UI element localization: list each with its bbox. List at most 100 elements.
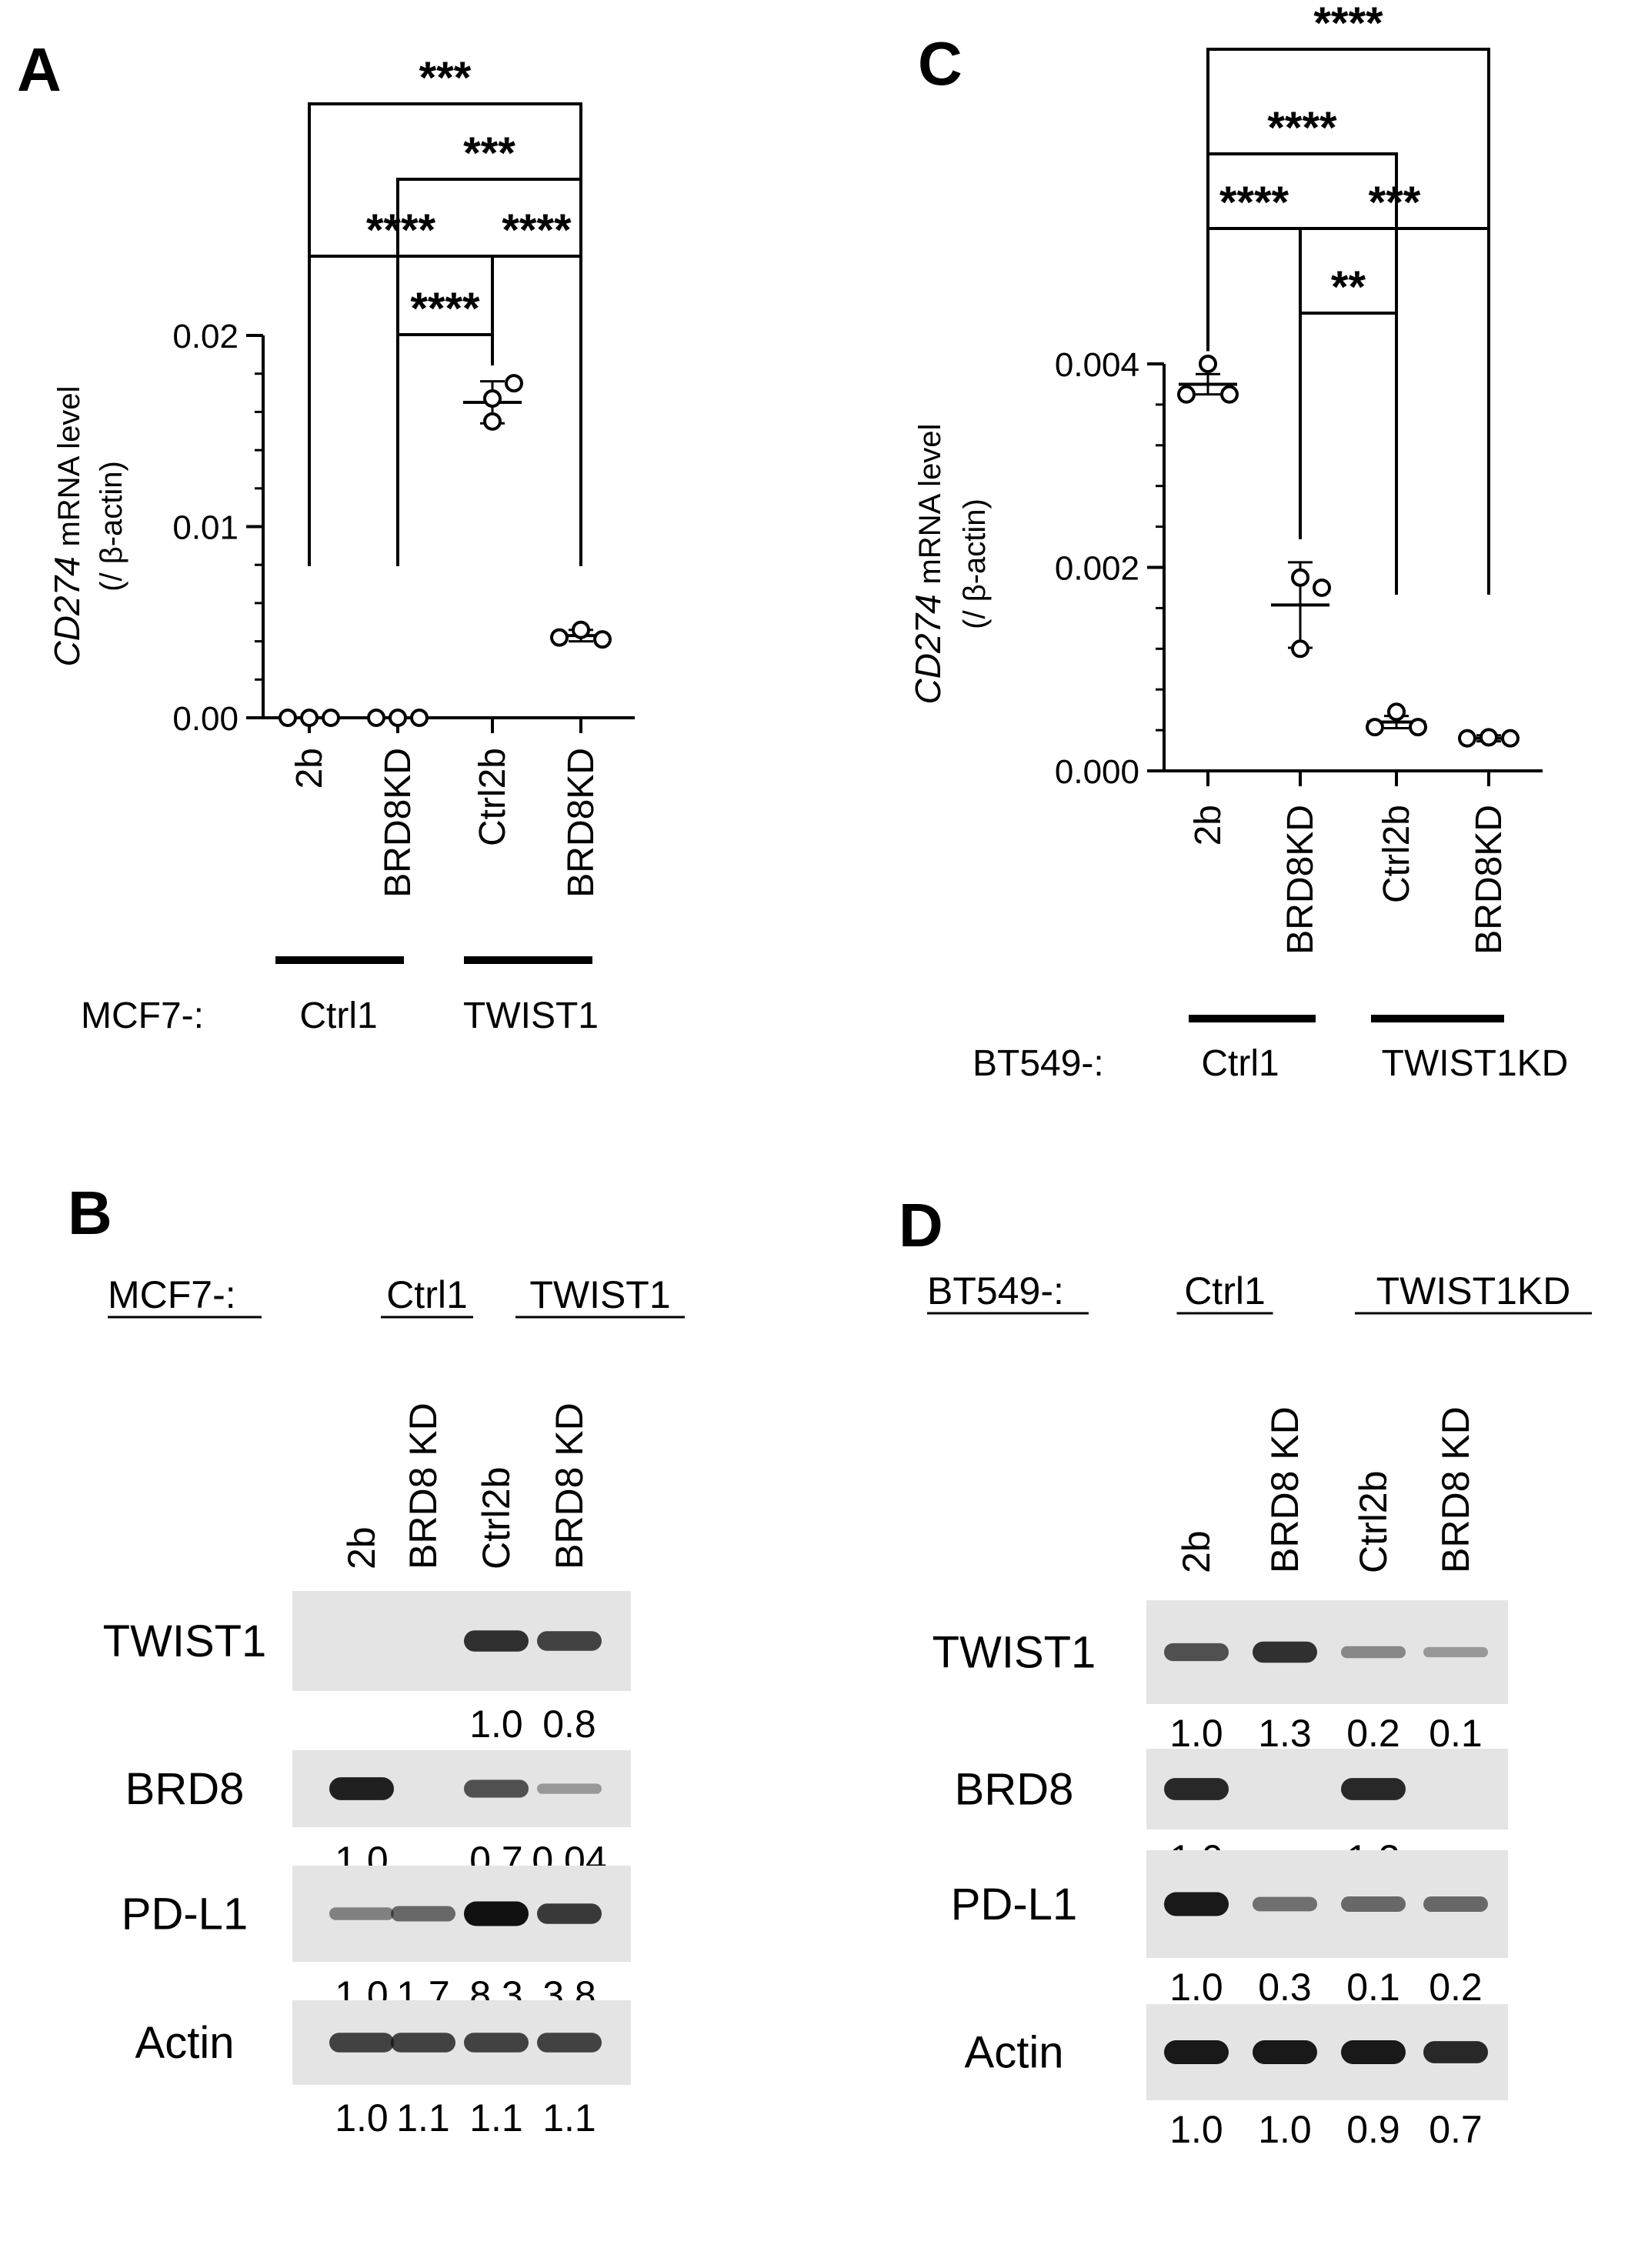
panel-c-category-label: BRD8KD	[1469, 805, 1510, 955]
panel-d-blot-band	[1341, 1896, 1406, 1912]
panel-c-data-point	[1177, 385, 1196, 404]
panel-c-significance-stars: ***	[1369, 178, 1421, 228]
panel-a-y-axis-label: CD274 mRNA level	[47, 386, 87, 667]
panel-c-data-point	[1501, 729, 1520, 748]
panel-a-significance-stars: ****	[410, 284, 480, 334]
panel-a-category-label: BRD8KD	[378, 748, 419, 898]
panel-a-significance-stars: ***	[463, 128, 515, 178]
panel-b-blot-row	[292, 1866, 631, 1962]
panel-c-y-axis-label-line2: (/ β-actin)	[958, 499, 992, 629]
panel-c-significance-stars: **	[1331, 262, 1366, 312]
panel-b-protein-label: Actin	[135, 2018, 235, 2068]
panel-c-data-point	[1409, 718, 1427, 737]
panel-a-y-tick-label: 0.00	[172, 700, 239, 738]
panel-d-quant-value: 0.2	[1429, 1966, 1483, 2009]
panel-a-data-point	[483, 412, 502, 431]
panel-a-y-tick-label: 0.01	[172, 509, 239, 547]
panel-d-quant-value: 0.1	[1429, 1712, 1483, 1755]
panel-c-data-point	[1291, 639, 1309, 659]
panel-d-blot-band	[1423, 1896, 1488, 1912]
panel-d-lane-label: BRD8 KD	[1434, 1406, 1477, 1573]
panel-c-category-label: Ctrl2b	[1376, 805, 1417, 903]
panel-d-group-header: TWIST1KD	[1376, 1269, 1571, 1312]
panel-a-data-point	[322, 709, 340, 727]
panel-b-blot-band	[329, 1907, 394, 1920]
panel-a-group-label: TWIST1	[463, 996, 599, 1036]
panel-a-significance-stars: ***	[419, 53, 472, 103]
panel-c-y-axis-label: CD274 mRNA level	[908, 424, 948, 705]
panel-c-data-point	[1199, 355, 1217, 373]
panel-d-quant-value: 1.0	[1169, 1966, 1223, 2009]
panel-d-quant-value: 1.3	[1258, 1712, 1312, 1755]
panel-c-y-tick-label: 0.002	[1055, 550, 1139, 588]
panel-b-blot-band	[329, 2033, 394, 2053]
panel-c-group-label: Ctrl1	[1201, 1043, 1279, 1084]
panel-b-blot-band	[537, 2033, 602, 2053]
panel-d-lane-label: Ctrl2b	[1352, 1471, 1395, 1573]
panel-c-y-tick-label: 0.004	[1055, 346, 1139, 384]
panel-d-quant-value: 0.7	[1429, 2108, 1483, 2151]
panel-c-data-point	[1366, 718, 1384, 737]
panel-d-quant-value: 1.0	[1258, 2108, 1312, 2151]
panel-d-cell-line-prefix: BT549-:	[927, 1269, 1064, 1312]
panel-b-lane-label: BRD8 KD	[548, 1402, 591, 1569]
panel-b-protein-label: PD-L1	[122, 1889, 248, 1939]
panel-c-data-point	[1480, 728, 1498, 747]
panel-d-blot-band	[1164, 1643, 1229, 1662]
panel-d-lane-label: 2b	[1175, 1530, 1218, 1573]
panel-b-lane-label: BRD8 KD	[402, 1402, 445, 1569]
panel-c-data-point	[1291, 568, 1309, 587]
panel-d-blot-band	[1341, 1646, 1406, 1659]
panel-d-blot-band	[1164, 1778, 1229, 1800]
panel-d-quant-value: 0.1	[1346, 1966, 1400, 2009]
panel-c-group-prefix: BT549-:	[972, 1043, 1104, 1084]
panel-d-blot-band	[1341, 1778, 1406, 1800]
panel-b-blot-band	[391, 2033, 455, 2053]
panel-c-y-tick-label: 0.000	[1055, 753, 1139, 791]
panel-d-blot-row	[1146, 1749, 1508, 1829]
panel-b-group-header: TWIST1	[529, 1273, 670, 1316]
panel-a-letter: A	[17, 35, 62, 104]
panel-b-blot-row	[292, 2000, 631, 2085]
panel-a-group-bar	[464, 956, 592, 964]
panel-d-protein-label: BRD8	[955, 1765, 1074, 1815]
panel-d-quant-value: 0.2	[1346, 1712, 1400, 1755]
panel-d-blot-band	[1253, 1896, 1317, 1912]
panel-d-blot-band	[1341, 2040, 1406, 2064]
panel-d-blot-band	[1164, 2040, 1229, 2064]
panel-c-significance-stars: ****	[1219, 178, 1289, 228]
panel-a-data-point	[593, 630, 612, 649]
panel-d-blot-band	[1253, 2040, 1317, 2064]
panel-b-blot-row	[292, 1750, 631, 1827]
panel-b-protein-label: BRD8	[125, 1764, 245, 1814]
panel-a-data-point	[367, 709, 385, 727]
panel-c-significance-bracket	[1299, 227, 1490, 595]
panel-b-blot-band	[464, 1901, 529, 1926]
panel-c-data-point	[1458, 729, 1476, 748]
panel-a-data-point	[300, 709, 319, 727]
panel-c-data-point	[1313, 578, 1331, 597]
panel-a-data-point	[572, 620, 590, 639]
panel-a-significance-bracket	[396, 333, 494, 566]
panel-b-quant-value: 1.0	[335, 2096, 389, 2140]
panel-c-significance-stars: ****	[1313, 0, 1383, 48]
panel-a-group-bar	[275, 956, 404, 964]
panel-b-lane-label: Ctrl2b	[475, 1467, 518, 1569]
panel-d-protein-label: PD-L1	[951, 1879, 1077, 1929]
panel-a-category-label: 2b	[289, 748, 330, 789]
panel-c-group-bar	[1189, 1015, 1316, 1022]
panel-b-protein-label: TWIST1	[103, 1616, 267, 1666]
panel-b-quant-value: 0.8	[542, 1703, 596, 1746]
panel-b-group-header: Ctrl1	[386, 1273, 468, 1316]
panel-a-significance-bracket	[491, 255, 582, 566]
panel-b-blot-band	[537, 1631, 602, 1651]
panel-b-blot-band	[537, 1903, 602, 1924]
panel-d-protein-label: Actin	[965, 2028, 1064, 2078]
panel-a-data-point	[410, 709, 429, 727]
panel-c-significance-bracket	[1206, 48, 1490, 595]
panel-b-blot-band	[464, 1779, 529, 1798]
panel-c-data-point	[1220, 385, 1239, 404]
panel-b-lane-label: 2b	[340, 1526, 383, 1569]
panel-d-quant-value: 0.9	[1346, 2108, 1400, 2151]
